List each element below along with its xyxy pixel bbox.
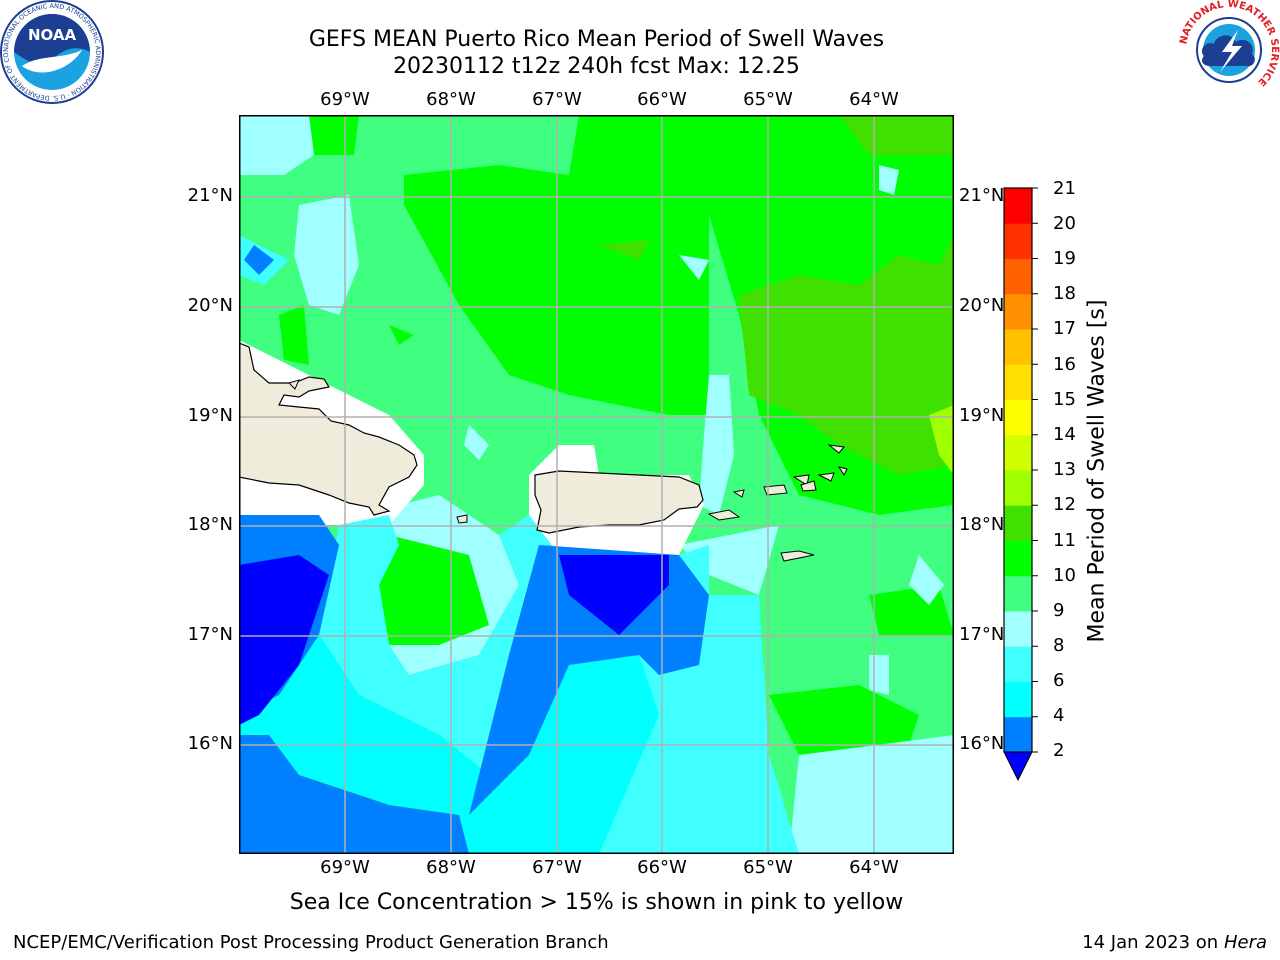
- nws-logo: NATIONAL WEATHER SERVICE: [1178, 0, 1280, 99]
- colorbar-tick-label: 15: [1053, 389, 1076, 410]
- lon-label-bottom: 67°W: [532, 857, 582, 878]
- colorbar-tick-label: 2: [1053, 740, 1065, 761]
- colorbar-band: [1004, 434, 1032, 471]
- colorbar-band: [1004, 329, 1032, 365]
- lat-label-right: 18°N: [959, 514, 1005, 535]
- lon-label-bottom: 69°W: [320, 857, 370, 878]
- lat-label-left: 16°N: [187, 733, 233, 754]
- lon-label-top: 67°W: [532, 89, 582, 110]
- colorbar-band: [1004, 364, 1032, 400]
- hispaniola-land: [239, 342, 418, 516]
- colorbar-tick-label: 18: [1053, 283, 1076, 304]
- lon-label-bottom: 68°W: [426, 857, 476, 878]
- colorbar-title: Mean Period of Swell Waves [s]: [1084, 299, 1110, 643]
- sea-ice-note: Sea Ice Concentration > 15% is shown in …: [289, 890, 904, 915]
- lat-label-right: 19°N: [959, 405, 1005, 426]
- colorbar-band: [1004, 611, 1032, 647]
- colorbar-tick-label: 13: [1053, 459, 1076, 480]
- colorbar-band: [1004, 293, 1032, 330]
- colorbar-tick-label: 8: [1053, 635, 1065, 656]
- lon-label-bottom: 64°W: [849, 857, 899, 878]
- colorbar-tick-label: 21: [1053, 178, 1076, 199]
- colorbar: [1003, 187, 1038, 782]
- colorbar-tick-label: 19: [1053, 248, 1076, 269]
- contour-12-13: [929, 405, 954, 475]
- lon-label-top: 65°W: [743, 89, 793, 110]
- colorbar-tick-label: 16: [1053, 354, 1076, 375]
- colorbar-tick-label: 14: [1053, 424, 1076, 445]
- colorbar-band: [1004, 716, 1032, 753]
- colorbar-band: [1004, 470, 1032, 506]
- lat-label-right: 16°N: [959, 733, 1005, 754]
- lon-label-top: 69°W: [320, 89, 370, 110]
- contour-11-12: [599, 115, 954, 475]
- lat-label-left: 19°N: [187, 405, 233, 426]
- noaa-logo-text: NOAA: [28, 26, 77, 44]
- lon-label-top: 66°W: [637, 89, 687, 110]
- lat-label-right: 20°N: [959, 295, 1005, 316]
- lon-label-top: 64°W: [849, 89, 899, 110]
- lat-label-left: 17°N: [187, 624, 233, 645]
- colorbar-band: [1004, 399, 1032, 436]
- footer-credit: NCEP/EMC/Verification Post Processing Pr…: [13, 932, 609, 953]
- colorbar-tick-label: 6: [1053, 670, 1065, 691]
- map-frame: [239, 115, 954, 854]
- colorbar-band: [1004, 505, 1032, 541]
- colorbar-tick-label: 17: [1053, 318, 1076, 339]
- footer-date: 14 Jan 2023 on Hera: [1082, 932, 1267, 953]
- lon-label-top: 68°W: [426, 89, 476, 110]
- lat-label-right: 17°N: [959, 624, 1005, 645]
- colorbar-tick-label: 10: [1053, 565, 1076, 586]
- swell-period-map: [239, 115, 954, 854]
- small-islands: [288, 379, 848, 562]
- lat-label-right: 21°N: [959, 185, 1005, 206]
- lon-label-bottom: 65°W: [743, 857, 793, 878]
- map-title: GEFS MEAN Puerto Rico Mean Period of Swe…: [308, 27, 885, 52]
- colorbar-tick-label: 9: [1053, 600, 1065, 621]
- lon-label-bottom: 66°W: [637, 857, 687, 878]
- colorbar-band: [1004, 258, 1032, 295]
- lat-label-left: 18°N: [187, 514, 233, 535]
- noaa-logo: NATIONAL OCEANIC AND ATMOSPHERIC ADMINIS…: [0, 0, 104, 104]
- footer-date-text: 14 Jan 2023 on: [1082, 932, 1224, 953]
- colorbar-band: [1004, 646, 1032, 682]
- colorbar-tick-label: 4: [1053, 705, 1065, 726]
- contour-2-4-small: [244, 245, 274, 275]
- colorbar-tick-label: 12: [1053, 494, 1076, 515]
- colorbar-band: [1004, 223, 1032, 259]
- colorbar-band: [1004, 540, 1032, 577]
- colorbar-tick-label: 11: [1053, 530, 1076, 551]
- colorbar-band: [1004, 681, 1032, 718]
- colorbar-tick-label: 20: [1053, 213, 1076, 234]
- colorbar-band: [1004, 575, 1032, 612]
- colorbar-extend-triangle: [1003, 751, 1033, 782]
- map-subtitle: 20230112 t12z 240h fcst Max: 12.25: [393, 54, 800, 79]
- map-grid: [239, 115, 954, 854]
- lat-label-left: 21°N: [187, 185, 233, 206]
- colorbar-band: [1004, 188, 1032, 224]
- footer-machine: Hera: [1223, 932, 1267, 953]
- lat-label-left: 20°N: [187, 295, 233, 316]
